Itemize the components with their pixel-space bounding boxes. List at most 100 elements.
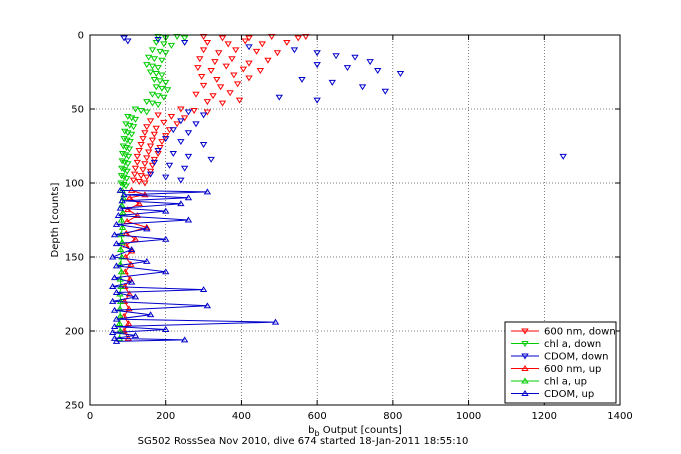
data-point [230,72,238,79]
data-point [180,336,189,343]
data-point [194,65,202,72]
data-point [116,312,124,319]
data-point [124,206,132,213]
data-point [256,68,265,74]
data-point [150,56,159,63]
data-point [141,130,149,137]
series-line [112,189,276,342]
x-tick-label: 1000 [456,411,481,422]
data-point [150,76,159,83]
data-point [184,109,193,116]
data-point [127,247,136,254]
data-point [116,204,124,211]
data-point [224,41,232,48]
data-point [215,50,223,57]
legend-marker [521,341,529,347]
x-tick-label: 800 [383,411,402,422]
data-point [131,165,140,172]
data-point [143,225,151,232]
y-axis-label: Depth [counts] [50,182,61,257]
data-point [127,131,136,138]
data-point [143,62,151,69]
data-point [258,41,266,48]
data-point [120,191,128,198]
data-point [116,246,125,253]
data-point [146,118,155,125]
data-point [118,158,126,165]
data-point [118,150,127,157]
data-point [121,159,129,166]
data-point [180,39,189,46]
data-point [245,35,253,42]
legend-label: 600 nm, up [544,364,601,375]
legend-box [504,321,617,404]
data-point [148,162,157,169]
data-point [148,47,157,54]
data-point [126,194,134,201]
data-point [207,68,215,74]
data-point [245,60,253,67]
data-point [137,173,145,180]
data-point [148,63,157,70]
data-point [290,47,299,54]
data-point [366,59,374,66]
data-point [252,48,261,55]
y-tick-label: 250 [65,401,84,412]
data-point [121,268,129,275]
data-point [152,39,160,46]
data-point [207,156,215,163]
data-point [150,131,159,138]
data-point [156,78,164,85]
data-point [192,121,200,128]
data-point [129,124,138,131]
data-point [148,137,157,144]
data-point [131,106,140,113]
data-point [109,253,117,260]
data-point [199,286,208,293]
data-point [120,174,128,181]
data-point [110,334,119,341]
series-2 [120,35,567,184]
data-point [154,65,162,72]
data-point [381,88,389,95]
data-point [137,142,145,148]
y-tick-label: 100 [65,179,84,190]
data-point [146,69,155,76]
y-tick-label: 150 [65,253,84,264]
data-point [328,79,336,86]
data-point [112,240,121,247]
data-point [222,63,230,70]
data-point [112,289,121,295]
series-layer [109,34,567,344]
data-point [121,152,130,159]
data-point [154,147,162,154]
plot-frame [89,34,621,406]
data-point [148,100,157,107]
data-point [139,136,147,143]
data-point [144,149,153,156]
data-point [271,318,280,325]
data-point [135,147,143,154]
data-point [144,54,153,61]
data-point [146,143,155,150]
data-point [351,54,359,61]
data-point [146,171,155,178]
data-point [131,235,140,242]
data-point [112,315,121,322]
data-point [203,302,212,309]
legend-marker [521,328,529,335]
data-point [152,84,160,91]
data-point [146,168,155,175]
data-point [294,35,302,42]
data-point [117,173,126,180]
data-point [160,94,168,101]
data-point [114,212,123,219]
data-point [126,139,134,146]
data-point [121,128,129,135]
legend-label: chl a, up [544,377,587,388]
data-point [154,150,162,157]
data-point [177,177,185,184]
data-point [120,327,128,334]
data-point [184,153,193,160]
